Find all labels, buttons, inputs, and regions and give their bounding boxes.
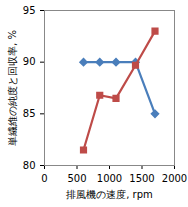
svg-text:500: 500 — [67, 173, 86, 184]
svg-text:排風機の速度, rpm: 排風機の速度, rpm — [66, 189, 153, 200]
svg-text:90: 90 — [23, 56, 36, 67]
svg-text:2000: 2000 — [162, 173, 187, 184]
svg-text:0: 0 — [41, 173, 47, 184]
svg-text:1000: 1000 — [97, 173, 122, 184]
svg-text:1500: 1500 — [129, 173, 154, 184]
svg-text:85: 85 — [23, 108, 36, 119]
svg-text:80: 80 — [23, 160, 36, 171]
svg-text:95: 95 — [23, 5, 36, 16]
svg-text:単繊維の純度と回収率, %: 単繊維の純度と回収率, % — [7, 30, 18, 146]
